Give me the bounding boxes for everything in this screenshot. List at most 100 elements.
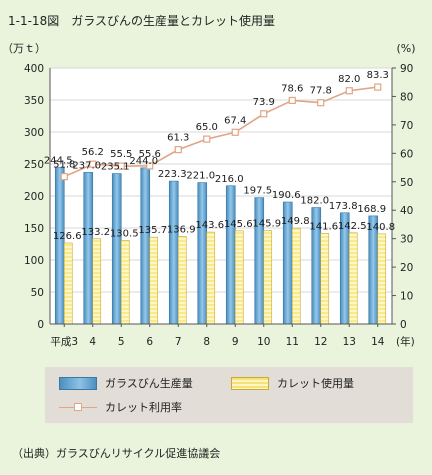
left-tick-label: 250 [24,159,44,171]
cullet-bar [206,231,216,325]
axes: 0 50 100 150 200 250 300 350 400 0 10 20 30 40 50 60 70 8… [2,42,416,348]
left-tick-label: 150 [24,223,44,235]
production-value-label: 244.0 [129,156,158,167]
cullet-bar [177,236,187,325]
category-label: 平成3 [50,336,78,348]
production-bar [168,180,179,325]
category-label: 5 [118,336,125,348]
cullet-value-label: 145.6 [224,219,253,230]
right-tick-label: 50 [400,177,413,189]
left-tick-label: 100 [24,255,44,267]
production-value-label: 221.0 [186,171,215,182]
right-tick-label: 70 [400,120,413,132]
cullet-value-label: 135.7 [138,225,167,236]
production-bar [83,172,94,325]
rate-value-label: 61.3 [167,133,189,144]
rate-value-label: 56.2 [82,147,104,158]
cullet-bar [234,230,244,325]
left-tick-label: 300 [24,127,44,139]
production-value-label: 182.0 [300,196,329,207]
production-bar [225,185,236,325]
cullet-value-label: 149.8 [281,216,310,227]
left-axis-unit: （万ｔ） [2,42,46,55]
cullet-bar [263,230,273,325]
rate-point [174,146,182,154]
rate-point [317,99,325,107]
rate-value-label: 55.5 [110,149,132,160]
production-bar [111,173,122,325]
rate-value-label: 67.4 [224,115,246,126]
rate-value-label: 51.8 [53,160,75,171]
rate-point [374,83,382,91]
production-value-label: 216.0 [215,174,244,185]
production-bar [254,197,265,325]
figure-number: 1-1-18図 [8,14,60,28]
left-tick-label: 400 [24,63,44,75]
cullet-value-label: 143.6 [195,220,224,231]
rate-value-label: 65.0 [196,122,218,133]
right-tick-label: 90 [400,63,413,75]
cullet-value-label: 133.2 [81,227,110,238]
production-bar [140,167,151,325]
figure-title-text: ガラスびんの生産量とカレット使用量 [71,14,275,28]
rate-value-label: 55.6 [139,149,161,160]
cullet-bar [149,236,159,325]
legend-item-production: ガラスびん生産量 [59,375,193,391]
chart: 0 50 100 150 200 250 300 350 400 0 10 20 30 40 50 60 70 8… [2,42,416,348]
right-tick-label: 60 [400,148,413,160]
legend-swatch-rate [59,401,97,414]
production-value-label: 237.0 [72,160,101,171]
cullet-value-label: 142.5 [338,221,367,232]
category-label: 13 [343,336,356,348]
left-tick-label: 350 [24,95,44,107]
legend-swatch-production [59,376,97,390]
category-label: 7 [175,336,182,348]
rate-point [288,96,296,105]
cullet-bar [320,233,330,325]
rate-line [60,83,382,181]
category-label: 11 [286,336,299,348]
rate-value-label: 82.0 [338,74,360,85]
rate-point [231,128,239,136]
rate-point [89,160,97,168]
right-tick-label: 40 [400,205,413,217]
rate-point [203,135,211,143]
rate-line-path [63,86,378,178]
legend-label-cullet: カレット使用量 [277,377,354,390]
rate-value-label: 73.9 [253,97,275,108]
right-tick-label: 10 [400,291,413,303]
production-bars [54,167,379,325]
category-label: 14 [371,336,385,348]
rate-value-label: 83.3 [367,70,389,81]
category-label: 12 [314,336,327,348]
right-tick-label: 30 [400,234,413,246]
cullet-bar [291,227,301,325]
production-bar [197,182,208,325]
rate-value-label: 77.8 [310,86,332,97]
rate-point [60,173,68,181]
category-label: 6 [146,336,153,348]
production-value-label: 197.5 [243,186,272,197]
right-tick-label: 0 [400,319,407,331]
rate-point [345,87,353,95]
legend-item-rate: カレット利用率 [59,399,182,415]
cullet-value-label: 141.6 [309,221,338,232]
data-labels: 244.5 126.6 237.0 133.2 235.1 130.5 244.0 135.7… [44,70,395,242]
left-tick-label: 0 [37,319,44,331]
grid [50,67,392,324]
rate-point [260,110,268,118]
production-bar [54,167,65,325]
production-value-label: 168.9 [357,204,386,215]
right-axis-unit: (%) [396,42,415,55]
cullet-bars [63,227,387,325]
legend-item-cullet: カレット使用量 [231,375,354,391]
production-value-label: 190.6 [272,190,301,201]
source-note: （出典）ガラスびんリサイクル促進協議会 [12,447,221,460]
rate-point [117,162,125,170]
legend-label-rate: カレット利用率 [105,401,182,414]
legend-swatch-cullet [231,376,269,390]
production-value-label: 173.8 [329,201,358,212]
left-tick-label: 50 [31,287,44,299]
cullet-value-label: 140.8 [366,222,395,233]
category-label: 8 [203,336,210,348]
